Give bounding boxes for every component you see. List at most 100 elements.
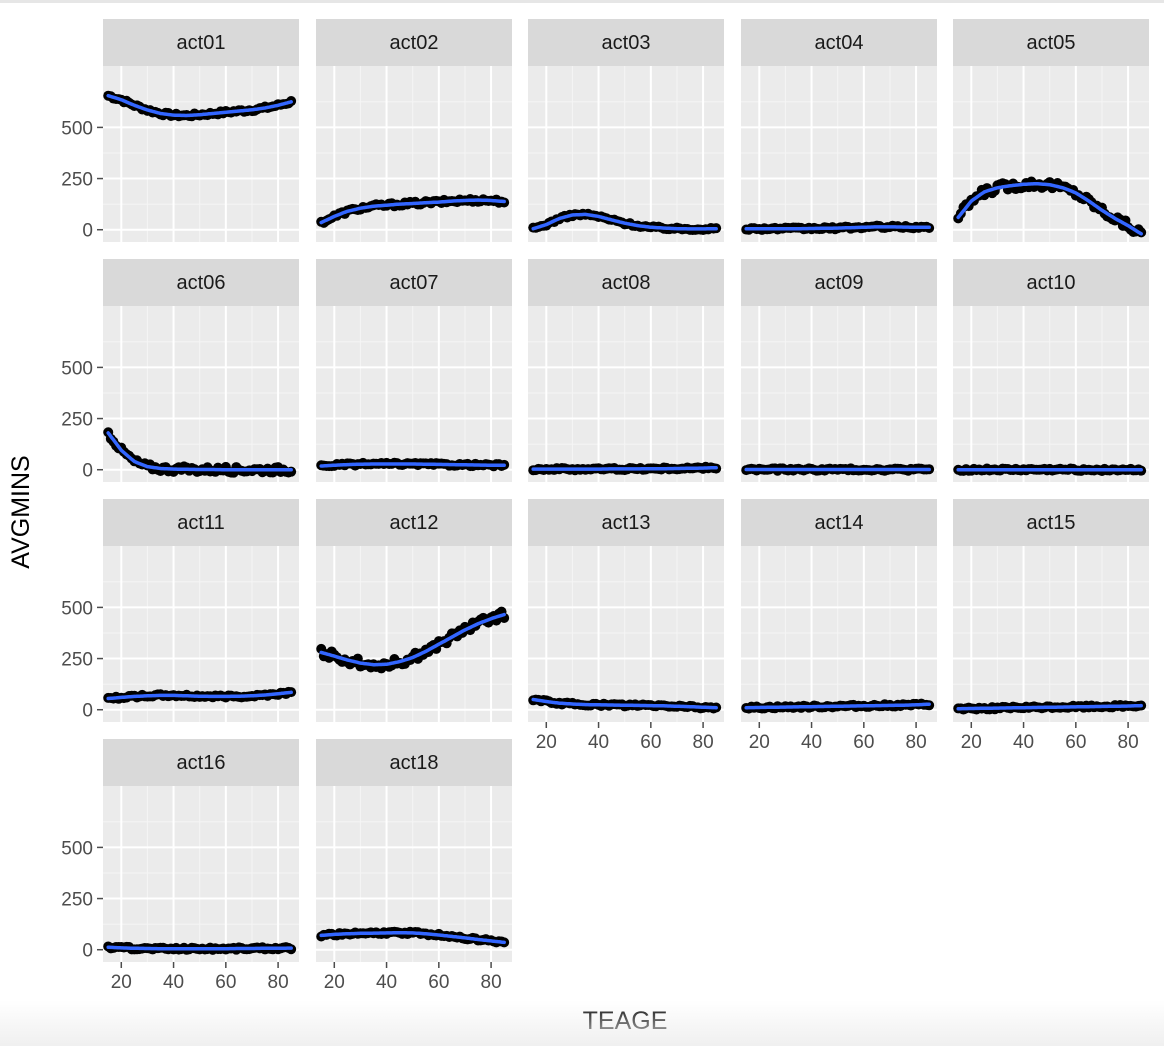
strip-bg [953,19,1149,66]
strip-label: act09 [815,272,864,294]
strip-label: act01 [177,32,226,54]
strip-bg [103,499,299,546]
x-tick-label: 60 [1065,732,1086,753]
facet-act04: act04 [741,19,937,242]
strip-label: act03 [602,32,651,54]
x-tick-label: 80 [906,732,927,753]
strip-label: act07 [390,272,439,294]
y-tick-label: 500 [61,118,93,139]
strip-bg [103,739,299,786]
strip-bg [528,259,724,306]
x-tick-label: 60 [640,732,661,753]
x-tick-label: 80 [1118,732,1139,753]
facet-act12: act12 [316,499,512,722]
smooth-line [744,702,931,710]
smooth-line [106,945,293,951]
x-tick-label: 60 [853,732,874,753]
facet-act08: act08 [528,259,724,482]
strip-label: act02 [390,32,439,54]
y-tick-label: 0 [82,461,93,482]
strip-label: act10 [1027,272,1076,294]
x-tick-label: 40 [588,732,609,753]
panel-bg [528,306,724,482]
y-tick-label: 250 [61,410,93,431]
facet-act10: act10 [953,259,1149,482]
panel-bg [103,306,299,482]
x-tick-label: 80 [693,732,714,753]
smooth-line [106,93,293,118]
strip-bg [103,19,299,66]
facet-act13: act13 20 40 60 80 [528,499,724,753]
x-tick-label: 40 [163,972,184,993]
panel-bg [103,66,299,242]
y-tick-label: 0 [82,701,93,722]
strip-bg [953,259,1149,306]
facet-act16: act16 0 250 500 20 40 60 80 [61,739,299,993]
x-tick-label: 60 [215,972,236,993]
facet-panels: act01 0 250 500 act02 act03 act04 act05 act06 0 25… [61,19,1149,993]
smooth-line [319,198,506,225]
x-tick-label: 20 [324,972,345,993]
facet-act01: act01 0 250 500 [61,19,299,242]
y-tick-label: 500 [61,598,93,619]
strip-label: act16 [177,752,226,774]
smooth-line [531,465,718,471]
x-tick-label: 80 [268,972,289,993]
strip-bg [953,499,1149,546]
y-tick-label: 250 [61,890,93,911]
x-tick-label: 80 [481,972,502,993]
x-tick-label: 20 [961,732,982,753]
x-tick-label: 20 [111,972,132,993]
x-tick-label: 40 [801,732,822,753]
panel-bg [103,786,299,962]
panel-bg [741,66,937,242]
strip-bg [528,499,724,546]
strip-label: act18 [390,752,439,774]
x-tick-label: 60 [428,972,449,993]
strip-bg [316,19,512,66]
smooth-line [319,930,506,945]
top-rule [0,0,1164,3]
y-tick-label: 0 [82,221,93,242]
strip-bg [741,259,937,306]
y-tick-label: 0 [82,941,93,962]
strip-label: act14 [815,512,864,534]
smooth-line [319,612,506,667]
smooth-line [106,690,293,701]
facet-act07: act07 [316,259,512,482]
facet-act06: act06 0 250 500 [61,259,299,482]
x-axis-title: TEAGE [583,1007,668,1035]
strip-bg [316,499,512,546]
facet-act09: act09 [741,259,937,482]
y-tick-label: 250 [61,650,93,671]
smooth-line [531,212,718,231]
y-axis-title: AVGMINS [7,455,35,568]
panel-bg [316,306,512,482]
strip-label: act11 [177,512,224,534]
facet-act02: act02 [316,19,512,242]
x-tick-label: 40 [1013,732,1034,753]
strip-label: act06 [177,272,226,294]
panel-bg [741,306,937,482]
smooth-line [106,431,293,472]
strip-bg [316,259,512,306]
smooth-line [319,462,506,468]
smooth-line [956,703,1143,711]
strip-bg [316,739,512,786]
strip-bg [741,19,937,66]
x-tick-label: 20 [536,732,557,753]
x-tick-label: 40 [376,972,397,993]
panel-bg [741,546,937,722]
strip-label: act15 [1027,512,1076,534]
facet-act14: act14 20 40 60 80 [741,499,937,753]
panel-bg [316,546,512,722]
x-tick-label: 20 [749,732,770,753]
facet-act03: act03 [528,19,724,242]
strip-label: act13 [602,512,651,534]
facet-act15: act15 20 40 60 80 [953,499,1149,753]
smooth-line [744,225,931,231]
panel-bg [953,546,1149,722]
facet-act11: act11 0 250 500 [61,499,299,722]
strip-label: act08 [602,272,651,294]
